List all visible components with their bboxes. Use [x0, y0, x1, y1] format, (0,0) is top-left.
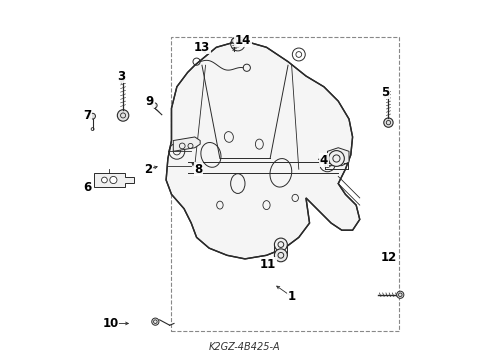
- Circle shape: [110, 176, 117, 184]
- Text: 13: 13: [194, 41, 210, 54]
- Text: 3: 3: [117, 69, 125, 82]
- Circle shape: [232, 39, 237, 43]
- Text: 7: 7: [83, 109, 91, 122]
- Circle shape: [152, 318, 159, 325]
- Text: 10: 10: [102, 317, 119, 330]
- Circle shape: [274, 249, 287, 262]
- Circle shape: [384, 118, 393, 127]
- Circle shape: [274, 238, 287, 251]
- Text: 4: 4: [320, 154, 328, 167]
- Polygon shape: [95, 173, 134, 187]
- Text: 14: 14: [235, 33, 251, 47]
- Polygon shape: [173, 137, 200, 151]
- Text: K2GZ-4B425-A: K2GZ-4B425-A: [209, 342, 281, 352]
- Text: 2: 2: [144, 163, 152, 176]
- Polygon shape: [327, 148, 349, 166]
- Text: 9: 9: [146, 95, 154, 108]
- Circle shape: [152, 103, 157, 108]
- Circle shape: [117, 110, 129, 121]
- Text: 8: 8: [194, 163, 202, 176]
- Circle shape: [101, 177, 107, 183]
- Text: 12: 12: [380, 251, 396, 264]
- Text: 1: 1: [288, 290, 295, 303]
- Polygon shape: [166, 40, 360, 259]
- Text: 6: 6: [83, 181, 91, 194]
- Bar: [172, 37, 399, 330]
- Text: 11: 11: [260, 258, 276, 271]
- Text: 5: 5: [381, 86, 389, 99]
- Circle shape: [329, 150, 344, 166]
- Circle shape: [90, 113, 96, 119]
- Circle shape: [397, 291, 404, 298]
